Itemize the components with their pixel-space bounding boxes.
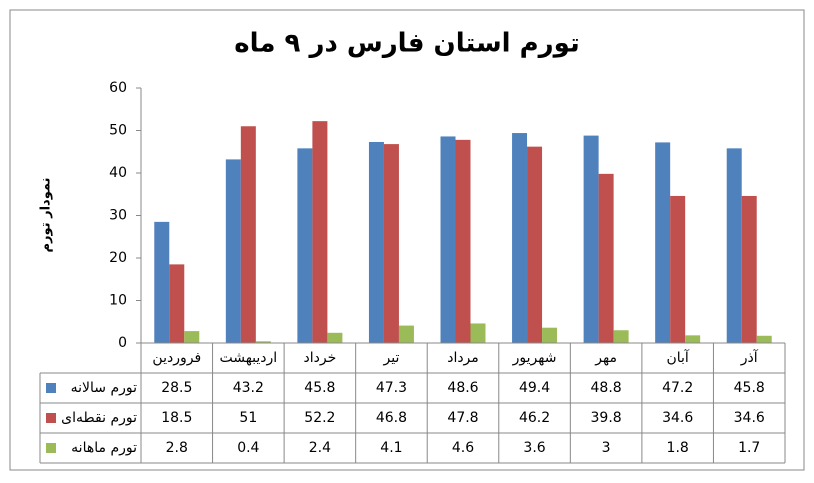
x-tick-label: اردیبهشت xyxy=(219,350,277,366)
x-tick-label: آبان xyxy=(666,349,689,366)
table-value: 28.5 xyxy=(161,380,192,396)
bar xyxy=(154,221,170,343)
x-tick-label: فروردین xyxy=(152,350,201,366)
table-value: 34.6 xyxy=(662,410,693,426)
table-value: 47.8 xyxy=(447,410,478,426)
y-tick-label: 0 xyxy=(118,335,127,351)
bar xyxy=(756,335,772,343)
bar xyxy=(598,173,614,343)
table-value: 46.2 xyxy=(519,410,550,426)
table-value: 47.2 xyxy=(662,380,693,396)
table-value: 45.8 xyxy=(304,380,335,396)
table-value: 2.8 xyxy=(166,440,188,456)
table-value: 3.6 xyxy=(523,440,545,456)
bar xyxy=(613,330,629,343)
bar xyxy=(583,135,599,343)
table-value: 39.8 xyxy=(591,410,622,426)
y-tick-label: 50 xyxy=(109,123,127,139)
bar xyxy=(440,136,456,343)
bar xyxy=(255,341,271,343)
table-value: 4.1 xyxy=(380,440,402,456)
table-value: 34.6 xyxy=(734,410,765,426)
table-value: 48.6 xyxy=(447,380,478,396)
table-value: 46.8 xyxy=(376,410,407,426)
table-value: 49.4 xyxy=(519,380,550,396)
table-value: 52.2 xyxy=(304,410,335,426)
table-value: 3 xyxy=(602,440,611,456)
bar xyxy=(527,146,543,343)
y-tick-label: 20 xyxy=(109,250,127,266)
y-tick-label: 40 xyxy=(109,165,127,181)
table-value: 4.6 xyxy=(452,440,474,456)
table-value: 48.8 xyxy=(591,380,622,396)
legend-swatch xyxy=(46,413,56,423)
y-axis-label: نمودار تورم xyxy=(39,178,54,253)
x-tick-label: تیر xyxy=(383,350,400,366)
x-tick-label: آذر xyxy=(740,349,759,366)
legend-swatch xyxy=(46,383,56,393)
bar xyxy=(312,121,328,344)
bar xyxy=(670,195,686,343)
table-value: 1.8 xyxy=(667,440,689,456)
table-value: 18.5 xyxy=(161,410,192,426)
x-tick-label: خرداد xyxy=(304,350,337,366)
bar xyxy=(741,195,757,343)
y-tick-label: 30 xyxy=(109,208,127,224)
bar xyxy=(655,142,671,343)
x-tick-label: مرداد xyxy=(447,350,479,366)
table-value: 0.4 xyxy=(237,440,259,456)
legend-label: تورم نقطه‌ای xyxy=(61,410,137,426)
x-tick-label: مهر xyxy=(594,350,617,366)
bar xyxy=(383,144,399,343)
bar xyxy=(726,148,742,343)
legend-label: تورم ماهانه xyxy=(71,440,137,456)
table-value: 51 xyxy=(239,410,257,426)
table-value: 43.2 xyxy=(233,380,264,396)
chart-title: تورم استان فارس در ۹ ماه xyxy=(234,29,579,59)
bar xyxy=(368,141,384,343)
legend-label: تورم سالانه xyxy=(71,380,137,396)
y-tick-label: 60 xyxy=(109,80,127,96)
bar xyxy=(542,327,558,343)
bar xyxy=(240,126,256,343)
y-tick-label: 10 xyxy=(109,293,127,309)
bar xyxy=(470,323,486,343)
table-value: 45.8 xyxy=(734,380,765,396)
x-tick-label: شهریور xyxy=(512,350,557,366)
bar xyxy=(169,264,185,343)
bar xyxy=(512,133,528,343)
table-value: 1.7 xyxy=(738,440,760,456)
bar xyxy=(455,139,471,343)
bar xyxy=(398,325,414,343)
bar xyxy=(184,331,200,343)
bar xyxy=(225,159,241,343)
table-value: 47.3 xyxy=(376,380,407,396)
bar xyxy=(297,148,313,343)
bar xyxy=(685,335,701,343)
legend-swatch xyxy=(46,443,56,453)
table-value: 2.4 xyxy=(309,440,331,456)
bar xyxy=(327,332,343,343)
